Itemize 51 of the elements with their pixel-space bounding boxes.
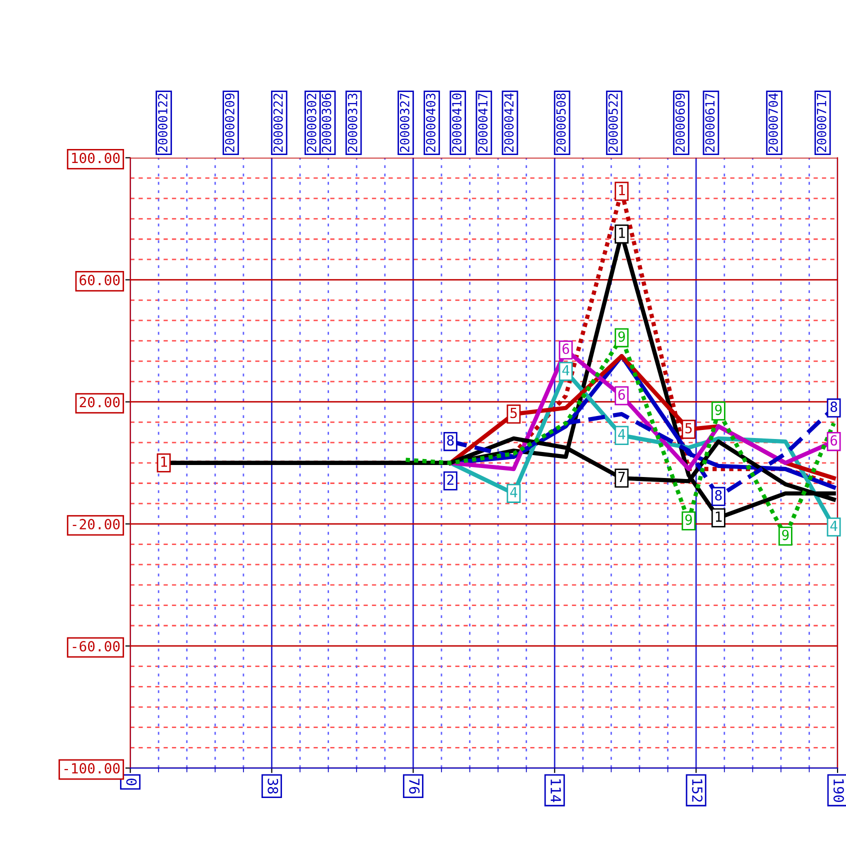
text: 4 xyxy=(618,429,626,440)
x2-tick-label: 20000306 xyxy=(322,93,332,152)
series-label: 1 xyxy=(716,512,722,522)
y-tick-label: -100.00 xyxy=(64,763,120,774)
text: 4 xyxy=(510,487,518,498)
text: 8 xyxy=(447,435,454,446)
text: 5 xyxy=(510,408,517,418)
x2-tick-label: 20000222 xyxy=(273,94,283,152)
x2-tick-label: 20000617 xyxy=(705,94,715,152)
series-label: 9 xyxy=(782,530,789,540)
x2-tick-label: 20000717 xyxy=(816,94,826,152)
x2-tick-label: 20000704 xyxy=(768,93,778,152)
y-tick-label: 60.00 xyxy=(80,274,120,286)
series-label: 7 xyxy=(618,472,625,482)
x-tick-label: 38 xyxy=(268,778,278,794)
series-label: 8 xyxy=(715,490,722,501)
x2-tick-label: 20000209 xyxy=(224,94,234,152)
text: 9 xyxy=(685,514,692,525)
y-tick-label: -20.00 xyxy=(72,518,120,530)
x-tick-label: 0 xyxy=(126,778,137,786)
x2-tick-label: 20000327 xyxy=(400,94,410,152)
text: 9 xyxy=(715,404,722,416)
series-label: 2 xyxy=(447,474,454,485)
series-label: 1 xyxy=(161,456,168,467)
series-label: 5 xyxy=(685,423,692,434)
x2-tick-label: 20000410 xyxy=(452,93,462,152)
x2-tick-label: 20000403 xyxy=(426,94,436,152)
text: 6 xyxy=(830,435,838,446)
x2-tick-label: 20000609 xyxy=(675,94,685,152)
x-tick-label: 152 xyxy=(692,779,703,802)
y-tick-label: -60.00 xyxy=(72,640,120,652)
x2-tick-label: 20000508 xyxy=(556,93,566,152)
series-label: 6 xyxy=(618,389,625,400)
text: 9 xyxy=(618,331,625,342)
x2-tick-label: 20000417 xyxy=(478,94,488,152)
text: 4 xyxy=(562,365,570,376)
text: 1 xyxy=(619,228,625,238)
x-tick-label: 114 xyxy=(550,779,561,802)
y-tick-label: 20.00 xyxy=(80,396,120,408)
x2-tick-label: 20000302 xyxy=(306,94,316,152)
x2-tick-label: 20000522 xyxy=(608,94,618,152)
y-tick-label: 100.00 xyxy=(72,152,120,164)
x2-tick-label: 20000424 xyxy=(504,93,514,152)
x-tick-label: 76 xyxy=(409,778,420,794)
x2-tick-label: 20000313 xyxy=(348,94,358,152)
text: 6 xyxy=(562,344,570,354)
text: 1 xyxy=(619,185,625,196)
text: 8 xyxy=(830,402,838,412)
x2-tick-label: 20000122 xyxy=(158,94,168,152)
series-label: 4 xyxy=(830,520,838,531)
x-tick-label: 190 xyxy=(833,779,844,802)
